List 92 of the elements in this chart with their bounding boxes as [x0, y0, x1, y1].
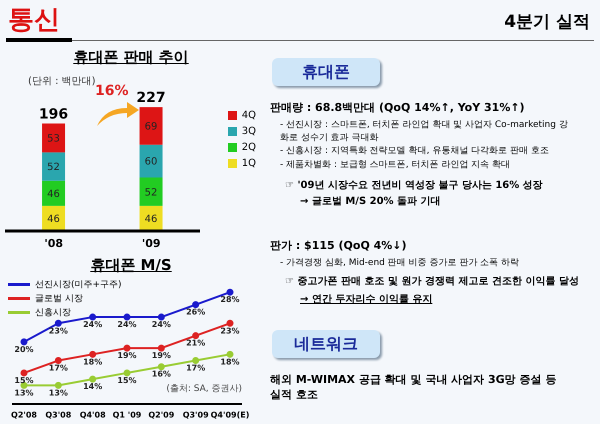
legend-label: 선진시장(미주+구주)	[34, 279, 122, 291]
text: → 글로벌 M/S 20% 돌파 기대	[300, 195, 441, 208]
legend-label: 글로벌 시장	[34, 293, 84, 305]
chart-title: 휴대폰 판매 추이	[72, 48, 190, 67]
data-label: 14%	[83, 382, 102, 392]
text: 16%	[95, 83, 129, 99]
data-label: 52	[144, 187, 158, 198]
x-tick-label: '09	[142, 236, 161, 250]
data-label: 28%	[220, 295, 240, 304]
legend-label: 4Q	[240, 110, 256, 121]
data-label: 24%	[152, 320, 171, 330]
point	[54, 357, 62, 364]
bar	[42, 152, 66, 181]
point	[89, 376, 96, 383]
x-tick-label: Q2'09	[148, 410, 175, 420]
text: - 가격경쟁 심화, Mid-end 판매 비중 증가로 판가 소폭 하락	[280, 257, 520, 269]
legend-label: 신흥시장	[34, 307, 72, 319]
point	[192, 332, 200, 340]
data-label: 60	[144, 156, 158, 168]
point	[192, 301, 200, 308]
legend-label: 1Q	[240, 158, 256, 169]
text: → 연간 두자리수 이익률 유지	[300, 293, 432, 306]
text: - 제품차별화 : 보급형 스마트폰, 터치폰 라인업 지속 확대	[280, 159, 510, 171]
text: 통신	[8, 4, 60, 37]
text: 판매량 : 68.8백만대 (QoQ 14%↑, YoY 31%↑)	[270, 100, 525, 115]
point	[226, 320, 234, 327]
data-label: 26%	[186, 308, 206, 317]
text: 4분기 실적	[504, 11, 590, 33]
data-label: 19%	[117, 351, 137, 360]
data-label: 13%	[48, 388, 68, 398]
bar	[140, 144, 163, 178]
text: 해외 M-WIMAX 공급 확대 및 국내 사업자 3G망 증설 등 실적 호조	[270, 372, 558, 402]
text: - 선진시장 : 스마트폰, 터치폰 라인업 확대 및 사업자 Co-marketing 강화로 성수기 효과 극대화	[280, 119, 569, 144]
text: 네트워크	[272, 330, 380, 358]
data-label: 16%	[152, 370, 171, 379]
data-label: 46	[47, 188, 60, 200]
total-label: 196	[38, 106, 68, 122]
data-label: 52	[47, 162, 60, 174]
point	[54, 382, 62, 389]
text: 판가 : $115 (QoQ 4%↓)	[270, 238, 407, 253]
text: 휴대폰	[272, 58, 380, 86]
data-label: 13%	[14, 388, 34, 398]
text: (단위 : 백만대)	[28, 75, 96, 88]
x-tick-label: Q1 '09	[112, 410, 142, 420]
data-label: 19%	[152, 351, 171, 360]
legend-label: 3Q	[240, 126, 256, 137]
data-label: 23%	[48, 326, 68, 336]
point	[226, 288, 234, 296]
chart-title: 휴대폰 M/S	[89, 256, 173, 275]
legend-label: 2Q	[240, 142, 256, 153]
data-label: 21%	[186, 338, 206, 348]
point	[158, 363, 165, 370]
bar	[140, 178, 163, 206]
x-tick-label: '08	[44, 236, 64, 250]
data-label: 17%	[48, 364, 68, 373]
point	[54, 320, 62, 327]
text: - 신흥시장 : 지역특화 전략모델 확대, 유통채널 다각화로 판매 호조	[280, 145, 549, 157]
data-label: 46	[144, 214, 158, 225]
data-label: 15%	[14, 376, 34, 385]
data-label: 23%	[220, 326, 240, 336]
text: ☞ '09년 시장수요 전년비 역성장 불구 당사는 16% 성장	[285, 179, 543, 192]
point	[226, 350, 234, 358]
data-label: 53	[47, 133, 60, 144]
point	[124, 369, 130, 376]
point	[89, 314, 96, 321]
point	[20, 369, 28, 376]
data-label: 18%	[220, 357, 240, 366]
total-label: 227	[136, 90, 166, 106]
annotation: (출처: SA, 증권사)	[166, 383, 242, 395]
point	[89, 350, 96, 358]
bar	[42, 180, 66, 206]
x-tick-label: Q4'09(E)	[210, 410, 250, 420]
data-label: 17%	[186, 364, 206, 373]
x-tick-label: Q4'08	[80, 410, 106, 420]
bar	[42, 123, 66, 152]
point	[124, 344, 130, 352]
data-label: 18%	[83, 357, 102, 366]
x-tick-label: Q2'08	[11, 410, 38, 420]
point	[158, 314, 165, 321]
data-label: 46	[47, 214, 60, 225]
data-label: 24%	[117, 320, 137, 330]
point	[124, 314, 130, 321]
text: ☞ 중고가폰 판매 호조 및 원가 경쟁력 제고로 견조한 이익률 달성	[285, 275, 579, 288]
data-label: 69	[144, 121, 158, 132]
point	[192, 357, 200, 364]
data-label: 24%	[83, 320, 102, 330]
point	[158, 344, 165, 352]
x-tick-label: Q3'08	[45, 410, 72, 420]
data-label: 15%	[117, 376, 137, 385]
x-tick-label: Q3'09	[182, 410, 210, 420]
data-label: 20%	[14, 344, 34, 354]
point	[20, 338, 28, 346]
